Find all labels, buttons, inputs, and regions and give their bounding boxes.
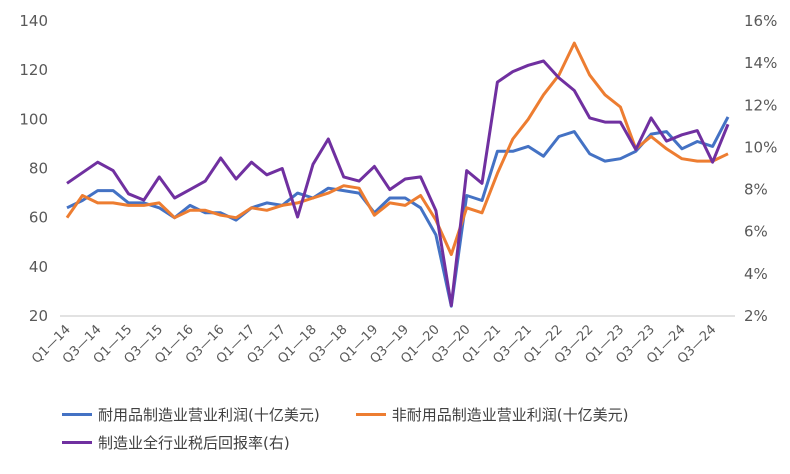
series-line-1 — [65, 41, 729, 256]
y-axis-left: 140 120 100 80 60 40 20 — [19, 12, 48, 325]
y2-tick-label: 16% — [744, 12, 777, 30]
legend-swatch-nondurable — [355, 412, 386, 416]
legend-swatch-return-rate — [62, 440, 92, 444]
y-tick-label: 20 — [29, 307, 48, 325]
y-tick-label: 80 — [29, 160, 48, 178]
y-tick-label: 140 — [19, 12, 48, 30]
y-tick-label: 60 — [29, 209, 48, 227]
legend-label-durable: 耐用品制造业营业利润(十亿美元) — [98, 405, 320, 424]
y2-tick-label: 14% — [744, 54, 777, 72]
series-lines — [65, 41, 730, 308]
line-chart: 140 120 100 80 60 40 20 16% 14% 12% 10% 8% 6% 4% 2% Q… — [19, 12, 777, 367]
legend-swatch-durable — [62, 412, 92, 416]
x-axis: Q1—14Q3—14Q1—15Q3—15Q1—16Q3—16Q1—17Q3—17… — [29, 322, 719, 367]
y2-tick-label: 6% — [744, 223, 768, 241]
y2-tick-label: 10% — [744, 138, 777, 156]
legend-label-nondurable: 非耐用品制造业营业利润(十亿美元) — [391, 405, 629, 424]
series-line-2 — [66, 59, 730, 307]
y-axis-right: 16% 14% 12% 10% 8% 6% 4% 2% — [744, 12, 777, 325]
legend-item-durable: 耐用品制造业营业利润(十亿美元) — [62, 404, 320, 425]
y-tick-label: 40 — [29, 258, 48, 276]
y2-tick-label: 8% — [744, 181, 768, 199]
y2-tick-label: 12% — [744, 96, 777, 114]
legend-label-return-rate: 制造业全行业税后回报率(右) — [98, 433, 290, 452]
legend-item-nondurable: 非耐用品制造业营业利润(十亿美元) — [355, 404, 629, 425]
chart-legend: 耐用品制造业营业利润(十亿美元) 非耐用品制造业营业利润(十亿美元) 制造业全行… — [62, 400, 664, 456]
legend-item-return-rate: 制造业全行业税后回报率(右) — [62, 432, 290, 453]
y-tick-label: 120 — [19, 61, 48, 79]
y2-tick-label: 2% — [744, 307, 768, 325]
y-tick-label: 100 — [19, 110, 48, 128]
y2-tick-label: 4% — [744, 265, 768, 283]
